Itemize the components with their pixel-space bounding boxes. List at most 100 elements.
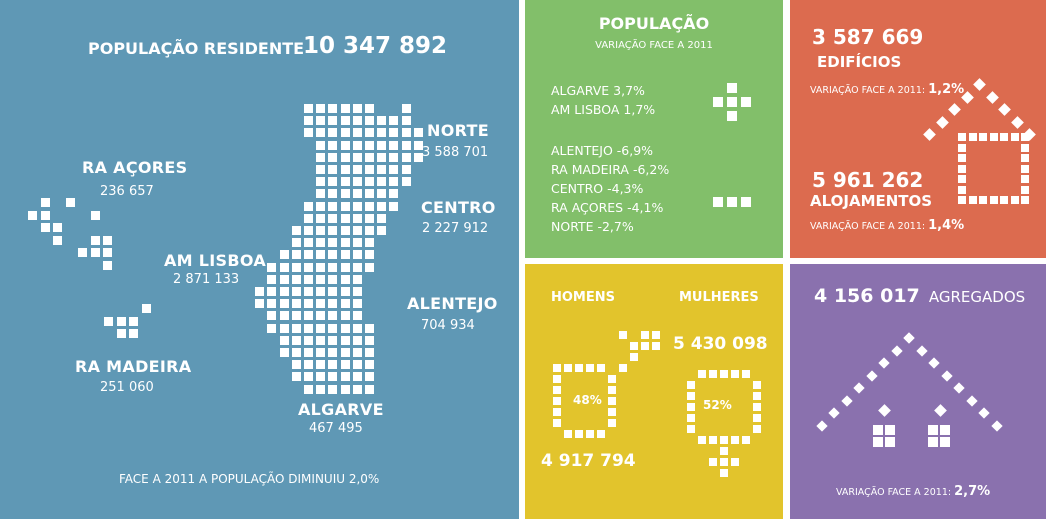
pixel-square bbox=[630, 353, 638, 361]
region-norte-value: 3 588 701 bbox=[422, 145, 489, 160]
variation-subtitle: VARIAÇÃO FACE A 2011 bbox=[595, 40, 713, 51]
pixel-square bbox=[28, 210, 37, 220]
population-panel: POPULAÇÃO RESIDENTE 10 347 892 NORTE 3 5… bbox=[0, 0, 519, 519]
pixel-square bbox=[279, 250, 289, 260]
households-value: 4 156 017 bbox=[814, 285, 920, 307]
pixel-square bbox=[340, 116, 350, 126]
pixel-square bbox=[340, 250, 350, 260]
pixel-square bbox=[742, 436, 750, 444]
pixel-square bbox=[928, 357, 940, 369]
pixel-square bbox=[940, 437, 950, 447]
pixel-square bbox=[352, 213, 362, 223]
pixel-square bbox=[1010, 133, 1019, 141]
pixel-square bbox=[316, 384, 326, 394]
pixel-square bbox=[401, 104, 411, 113]
pixel-square bbox=[586, 364, 594, 372]
pixel-square bbox=[731, 458, 739, 466]
pixel-square bbox=[652, 331, 660, 339]
region-algarve-name: ALGARVE bbox=[298, 400, 384, 419]
pixel-square bbox=[1021, 143, 1029, 152]
pixel-square bbox=[340, 128, 350, 138]
pixel-square bbox=[328, 213, 338, 223]
pixel-square bbox=[958, 164, 966, 173]
pixel-square bbox=[352, 274, 362, 284]
pixel-square bbox=[316, 116, 326, 126]
buildings-label: EDIFÍCIOS bbox=[817, 53, 902, 71]
pixel-square bbox=[328, 250, 338, 260]
pixel-square bbox=[304, 226, 313, 235]
pixel-square bbox=[328, 238, 338, 248]
pixel-square bbox=[340, 201, 350, 211]
pixel-square bbox=[958, 133, 966, 141]
region-lisboa-name: AM LISBOA bbox=[164, 251, 266, 270]
pixel-square bbox=[389, 116, 399, 126]
pixel-square bbox=[90, 210, 100, 220]
pixel-square bbox=[553, 375, 561, 383]
pixel-square bbox=[328, 360, 338, 370]
pixel-square bbox=[389, 201, 399, 211]
women-value: 5 430 098 bbox=[673, 334, 768, 354]
pixel-square bbox=[989, 133, 998, 141]
pixel-square bbox=[328, 165, 338, 174]
pixel-square bbox=[328, 226, 338, 235]
pixel-square bbox=[340, 323, 350, 333]
pixel-square bbox=[129, 329, 138, 338]
population-footnote: FACE A 2011 A POPULAÇÃO DIMINUIU 2,0% bbox=[119, 472, 380, 486]
pixel-square bbox=[291, 323, 301, 333]
pixel-square bbox=[53, 223, 62, 232]
men-value: 4 917 794 bbox=[541, 451, 636, 471]
pixel-square bbox=[316, 213, 326, 223]
pixel-square bbox=[958, 196, 966, 204]
pixel-square bbox=[267, 323, 277, 333]
pixel-square bbox=[365, 128, 374, 138]
region-lisboa-value: 2 871 133 bbox=[173, 272, 240, 287]
pixel-square bbox=[401, 140, 411, 150]
pixel-square bbox=[365, 238, 374, 248]
pixel-square bbox=[727, 97, 737, 107]
gender-panel: HOMENS MULHERES 5 430 098 4 917 794 48% … bbox=[525, 264, 783, 519]
pixel-square bbox=[815, 419, 828, 432]
pixel-square bbox=[401, 116, 411, 126]
pixel-square bbox=[978, 407, 990, 419]
pixel-square bbox=[553, 397, 561, 405]
pixel-square bbox=[340, 165, 350, 174]
pixel-square bbox=[340, 274, 350, 284]
pixel-square bbox=[365, 152, 374, 162]
pixel-square bbox=[316, 177, 326, 187]
pixel-square bbox=[885, 437, 895, 447]
pixel-square bbox=[340, 311, 350, 321]
region-madeira-name: RA MADEIRA bbox=[75, 357, 192, 376]
pixel-square bbox=[352, 287, 362, 296]
buildings-variation-value: 1,2% bbox=[928, 82, 965, 97]
pixel-square bbox=[316, 323, 326, 333]
pixel-square bbox=[304, 348, 313, 357]
pixel-square bbox=[90, 235, 100, 245]
pixel-square bbox=[940, 425, 950, 435]
pixel-square bbox=[365, 335, 374, 345]
pixel-square bbox=[753, 425, 761, 433]
households-variation: VARIAÇÃO FACE A 2011: 2,7% bbox=[836, 484, 990, 499]
pixel-square bbox=[985, 90, 999, 104]
pixel-square bbox=[129, 316, 138, 326]
pixel-square bbox=[340, 287, 350, 296]
pixel-square bbox=[279, 323, 289, 333]
pixel-square bbox=[304, 274, 313, 284]
pixel-square bbox=[698, 436, 706, 444]
pixel-square bbox=[720, 370, 728, 378]
pixel-square bbox=[1021, 175, 1029, 183]
pixel-square bbox=[352, 250, 362, 260]
pixel-square bbox=[377, 140, 387, 150]
pixel-square bbox=[279, 335, 289, 345]
pixel-square bbox=[291, 238, 301, 248]
pixel-square bbox=[389, 165, 399, 174]
pixel-square bbox=[104, 316, 113, 326]
pixel-square bbox=[65, 198, 75, 207]
pixel-square bbox=[291, 226, 301, 235]
pixel-square bbox=[1000, 196, 1008, 204]
pixel-square bbox=[352, 372, 362, 382]
pixel-square bbox=[377, 128, 387, 138]
pixel-square bbox=[890, 344, 903, 357]
pixel-square bbox=[291, 262, 301, 272]
pixel-square bbox=[328, 177, 338, 187]
pixel-square bbox=[291, 299, 301, 309]
